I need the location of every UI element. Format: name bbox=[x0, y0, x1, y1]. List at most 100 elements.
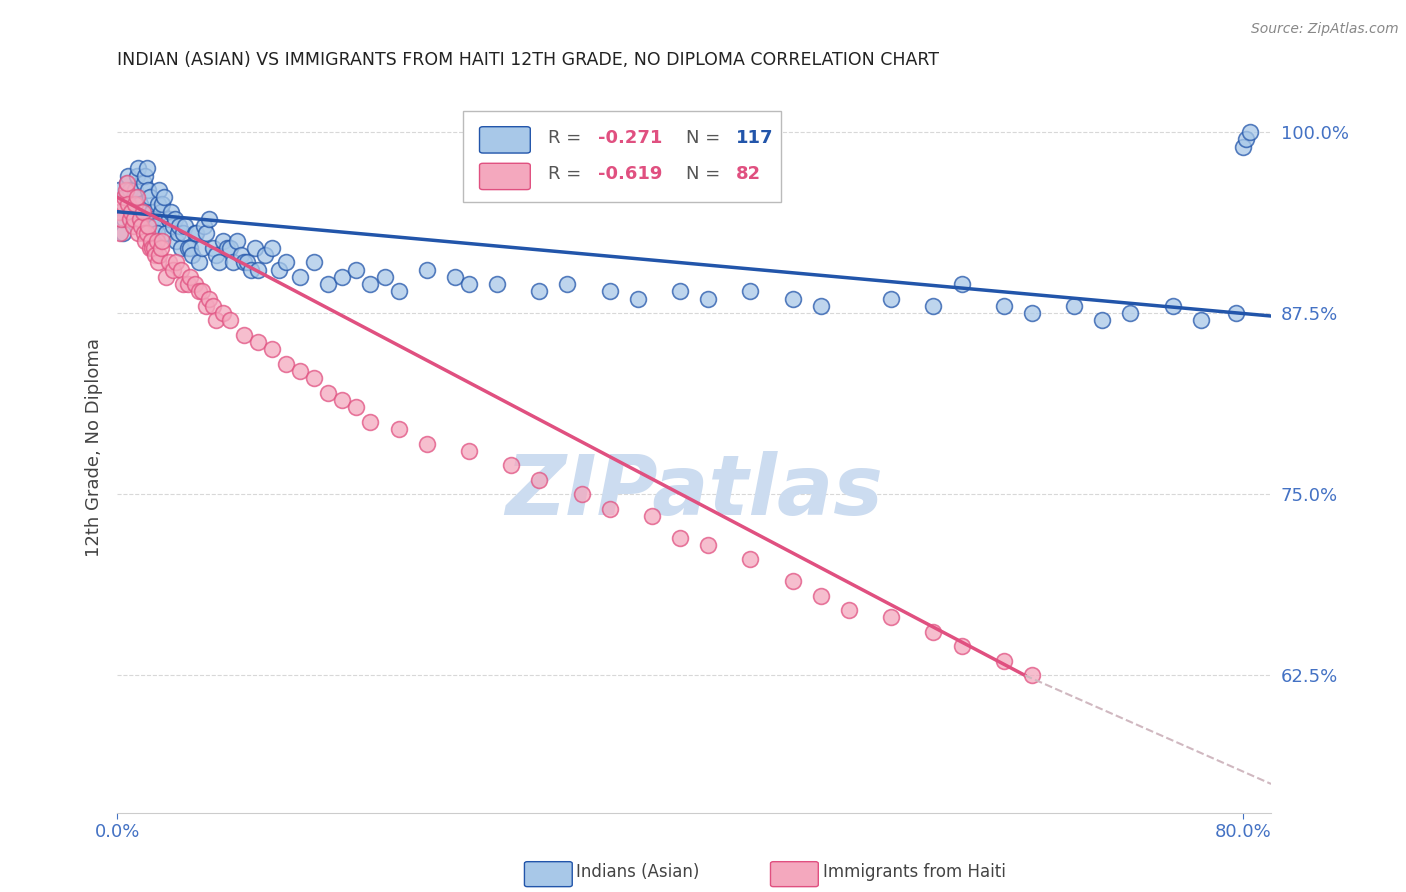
Point bbox=[197, 211, 219, 226]
Point bbox=[141, 204, 163, 219]
Point bbox=[135, 161, 157, 176]
Point bbox=[740, 552, 762, 566]
Point bbox=[124, 183, 146, 197]
Point bbox=[211, 306, 233, 320]
Point bbox=[134, 234, 156, 248]
Point bbox=[697, 538, 720, 552]
Point bbox=[260, 343, 283, 357]
Point bbox=[838, 603, 860, 617]
Point bbox=[458, 443, 481, 458]
Point bbox=[458, 277, 481, 292]
Point bbox=[1063, 299, 1085, 313]
Point bbox=[260, 241, 283, 255]
Text: ZIPatlas: ZIPatlas bbox=[505, 450, 883, 532]
Point bbox=[107, 183, 129, 197]
Point bbox=[922, 299, 945, 313]
Point bbox=[139, 211, 162, 226]
Point bbox=[880, 610, 903, 624]
Point bbox=[155, 227, 177, 241]
Point bbox=[302, 371, 325, 385]
Point bbox=[112, 211, 135, 226]
Point bbox=[121, 219, 143, 234]
Point bbox=[115, 176, 138, 190]
Point bbox=[108, 227, 131, 241]
Point bbox=[121, 211, 143, 226]
Point bbox=[486, 277, 509, 292]
Point bbox=[201, 299, 224, 313]
Point bbox=[993, 654, 1015, 668]
Point bbox=[134, 169, 156, 183]
Point bbox=[145, 234, 167, 248]
Point bbox=[529, 473, 551, 487]
Point bbox=[993, 299, 1015, 313]
Point bbox=[142, 211, 165, 226]
Text: Indians (Asian): Indians (Asian) bbox=[576, 863, 700, 881]
Point bbox=[190, 285, 212, 299]
Point bbox=[184, 227, 207, 241]
Point bbox=[211, 234, 233, 248]
Text: Immigrants from Haiti: Immigrants from Haiti bbox=[823, 863, 1005, 881]
Point bbox=[187, 255, 209, 269]
Point bbox=[148, 183, 170, 197]
Point bbox=[136, 219, 159, 234]
Text: R =: R = bbox=[547, 128, 581, 146]
Point bbox=[169, 241, 191, 255]
Text: -0.619: -0.619 bbox=[599, 165, 662, 183]
Point bbox=[117, 169, 139, 183]
Point bbox=[218, 241, 240, 255]
Point bbox=[152, 190, 174, 204]
Point bbox=[330, 392, 353, 407]
Point bbox=[416, 436, 439, 450]
Point bbox=[141, 241, 163, 255]
Point bbox=[179, 269, 201, 284]
Point bbox=[571, 487, 593, 501]
Point bbox=[880, 292, 903, 306]
Point bbox=[253, 248, 276, 262]
Point bbox=[330, 269, 353, 284]
Point bbox=[922, 624, 945, 639]
Point bbox=[232, 327, 254, 342]
Point bbox=[111, 197, 134, 211]
Point bbox=[122, 211, 145, 226]
Point bbox=[173, 219, 195, 234]
Point bbox=[246, 335, 269, 350]
Point bbox=[204, 313, 226, 327]
Point bbox=[143, 248, 166, 262]
Text: 82: 82 bbox=[735, 165, 761, 183]
Point bbox=[232, 255, 254, 269]
Point bbox=[132, 227, 155, 241]
Point bbox=[274, 357, 297, 371]
Point bbox=[187, 285, 209, 299]
Point bbox=[627, 292, 650, 306]
Point bbox=[162, 219, 184, 234]
Point bbox=[1225, 306, 1247, 320]
Point bbox=[316, 277, 339, 292]
Point bbox=[190, 241, 212, 255]
Point bbox=[114, 190, 136, 204]
Point bbox=[110, 204, 132, 219]
Point bbox=[122, 190, 145, 204]
Point bbox=[360, 415, 382, 429]
Point bbox=[235, 255, 257, 269]
Point bbox=[274, 255, 297, 269]
Point bbox=[143, 219, 166, 234]
Point bbox=[114, 183, 136, 197]
Point bbox=[599, 285, 621, 299]
Text: Source: ZipAtlas.com: Source: ZipAtlas.com bbox=[1251, 22, 1399, 37]
Point bbox=[1119, 306, 1142, 320]
Text: N =: N = bbox=[686, 165, 720, 183]
Point bbox=[669, 531, 692, 545]
Text: -0.271: -0.271 bbox=[599, 128, 662, 146]
Point bbox=[127, 227, 149, 241]
Point bbox=[157, 211, 180, 226]
Point bbox=[120, 200, 142, 214]
Point bbox=[697, 292, 720, 306]
Point bbox=[374, 269, 396, 284]
Point bbox=[165, 255, 187, 269]
Point bbox=[176, 241, 198, 255]
FancyBboxPatch shape bbox=[479, 127, 530, 153]
Point bbox=[167, 219, 190, 234]
Point bbox=[204, 248, 226, 262]
Point bbox=[316, 385, 339, 400]
Point bbox=[135, 227, 157, 241]
